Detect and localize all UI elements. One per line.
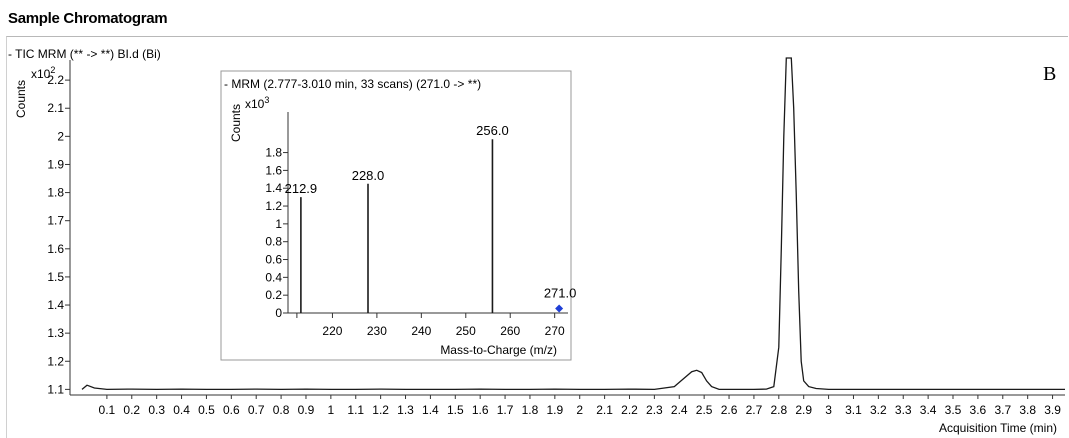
main-y-tick-label: 1.9: [47, 157, 64, 171]
main-x-tick-label: 3.6: [970, 403, 987, 417]
inset-header: - MRM (2.777-3.010 min, 33 scans) (271.0…: [224, 77, 481, 91]
main-x-tick-label: 2.7: [746, 403, 763, 417]
main-x-tick-label: 1.7: [497, 403, 514, 417]
main-x-tick-label: 0.3: [148, 403, 165, 417]
main-y-tick-label: 1.4: [47, 298, 64, 312]
tic-trace-line: [81, 57, 1065, 391]
precursor-marker: [555, 304, 564, 313]
main-y-tick-label: 1.2: [47, 354, 64, 368]
inset-y-tick-label: 1.6: [265, 163, 282, 177]
main-x-tick-label: 1.6: [472, 403, 489, 417]
main-x-tick-label: 2.1: [596, 403, 613, 417]
main-x-tick-label: 3.4: [920, 403, 937, 417]
main-x-tick-label: 3.7: [994, 403, 1011, 417]
main-x-tick-label: 2.8: [770, 403, 787, 417]
main-x-tick-label: 0.7: [248, 403, 265, 417]
main-x-tick-label: 3.2: [870, 403, 887, 417]
chart-frame: [6, 36, 1068, 438]
main-x-tick-label: 3.3: [895, 403, 912, 417]
spectrum-bar-label: 256.0: [476, 123, 509, 138]
inset-x-tick-label: 220: [322, 324, 342, 338]
main-y-multiplier: x102: [31, 65, 55, 81]
main-x-tick-label: 0.4: [173, 403, 190, 417]
main-x-tick-label: 0.5: [198, 403, 215, 417]
main-y-tick-label: 1.8: [47, 186, 64, 200]
main-y-tick-label: 2.2: [47, 73, 64, 87]
main-x-tick-label: 3.5: [945, 403, 962, 417]
main-x-tick-label: 0.8: [273, 403, 290, 417]
panel-label: B: [1043, 63, 1056, 85]
main-x-tick-label: 0.9: [298, 403, 315, 417]
page-title: Sample Chromatogram: [8, 10, 168, 27]
main-y-tick-label: 1.5: [47, 270, 64, 284]
main-x-tick-label: 3.8: [1019, 403, 1036, 417]
inset-x-axis-label: Mass-to-Charge (m/z): [440, 343, 557, 357]
main-x-tick-label: 2.4: [671, 403, 688, 417]
main-x-tick-label: 2.3: [646, 403, 663, 417]
main-x-tick-label: 0.1: [99, 403, 116, 417]
main-y-tick-label: 1.3: [47, 326, 64, 340]
main-y-tick-label: 1.1: [47, 382, 64, 396]
inset-x-tick-label: 230: [367, 324, 387, 338]
main-chart-header: - TIC MRM (** -> **) BI.d (Bi): [8, 47, 161, 61]
inset-y-tick-label: 0.4: [265, 270, 282, 284]
spectrum-bar-label: 212.9: [285, 181, 318, 196]
main-x-tick-label: 3.1: [845, 403, 862, 417]
main-x-tick-label: 0.2: [123, 403, 140, 417]
main-y-tick-label: 2: [57, 129, 64, 143]
inset-y-tick-label: 0.8: [265, 235, 282, 249]
main-x-tick-label: 1.1: [347, 403, 364, 417]
inset-x-tick-label: 240: [411, 324, 431, 338]
main-x-tick-label: 1.4: [422, 403, 439, 417]
inset-y-tick-label: 0.2: [265, 288, 282, 302]
main-x-tick-label: 2.6: [721, 403, 738, 417]
main-x-tick-label: 2.9: [795, 403, 812, 417]
inset-panel: [220, 70, 572, 361]
main-x-tick-label: 1.9: [546, 403, 563, 417]
main-y-axis-label: Counts: [14, 80, 28, 118]
inset-y-axis-label: Counts: [229, 104, 243, 142]
main-x-tick-label: 1.5: [447, 403, 464, 417]
inset-y-tick-label: 1.2: [265, 199, 282, 213]
inset-x-tick-label: 260: [500, 324, 520, 338]
inset-y-tick-label: 1.4: [265, 181, 282, 195]
main-x-tick-label: 1: [328, 403, 335, 417]
inset-y-tick-label: 0: [275, 306, 282, 320]
main-x-tick-label: 2: [576, 403, 583, 417]
main-y-tick-label: 1.7: [47, 214, 64, 228]
main-x-axis-label: Acquisition Time (min): [939, 421, 1057, 435]
main-x-tick-label: 1.3: [397, 403, 414, 417]
main-x-tick-label: 1.8: [522, 403, 539, 417]
inset-y-multiplier: x103: [245, 95, 269, 111]
main-x-tick-label: 2.2: [621, 403, 638, 417]
precursor-label: 271.0: [544, 286, 577, 301]
inset-x-tick-label: 270: [545, 324, 565, 338]
spectrum-bar-label: 228.0: [352, 168, 385, 183]
inset-y-tick-label: 0.6: [265, 253, 282, 267]
main-x-tick-label: 2.5: [696, 403, 713, 417]
main-y-tick-label: 2.1: [47, 101, 64, 115]
main-x-tick-label: 1.2: [372, 403, 389, 417]
main-x-tick-label: 3: [825, 403, 832, 417]
inset-y-tick-label: 1.8: [265, 146, 282, 160]
main-x-tick-label: 3.9: [1044, 403, 1061, 417]
inset-y-tick-label: 1: [275, 217, 282, 231]
main-y-tick-label: 1.6: [47, 242, 64, 256]
inset-x-tick-label: 250: [456, 324, 476, 338]
main-x-tick-label: 0.6: [223, 403, 240, 417]
